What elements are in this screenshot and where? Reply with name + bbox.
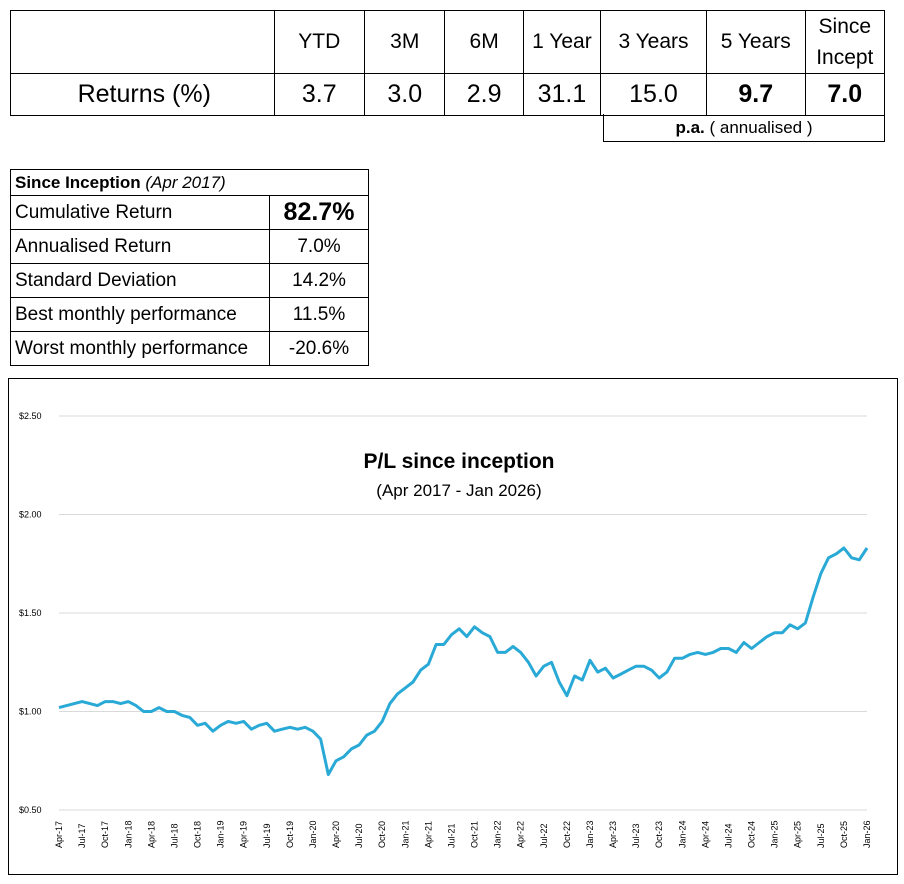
return-value: 31.1	[522, 73, 602, 116]
x-tick-label: Jan-26	[862, 820, 872, 848]
stat-row: Worst monthly performance -20.6%	[10, 331, 369, 366]
period-header: YTD	[273, 10, 366, 74]
x-tick-label: Jul-21	[446, 823, 456, 848]
return-value: 2.9	[444, 73, 524, 116]
x-tick-label: Apr-24	[700, 821, 710, 848]
inception-date: (Apr 2017)	[145, 172, 226, 192]
x-tick-label: Jul-17	[77, 823, 87, 848]
period-header: Since Incept	[804, 10, 886, 74]
x-tick-label: Jul-22	[539, 823, 549, 848]
x-tick-label: Apr-25	[793, 821, 803, 848]
x-tick-label: Jul-19	[262, 823, 272, 848]
stat-label: Worst monthly performance	[10, 331, 270, 366]
returns-header-blank	[10, 10, 275, 74]
x-tick-label: Apr-18	[146, 821, 156, 848]
stat-label: Best monthly performance	[10, 297, 270, 332]
x-tick-label: Jan-19	[216, 820, 226, 848]
y-tick-label: $2.50	[19, 411, 42, 421]
x-tick-label: Oct-24	[747, 821, 757, 848]
annualised-label: ( annualised )	[709, 118, 813, 137]
x-tick-label: Jan-24	[677, 820, 687, 848]
x-tick-label: Oct-22	[562, 821, 572, 848]
since-incept-label: Since Incept	[816, 15, 874, 69]
return-value: 15.0	[600, 73, 707, 116]
x-tick-label: Oct-21	[470, 821, 480, 848]
x-tick-label: Apr-22	[516, 821, 526, 848]
stat-label: Cumulative Return	[10, 195, 270, 230]
x-tick-label: Oct-23	[654, 821, 664, 848]
return-value: 7.0	[804, 73, 886, 116]
stat-row: Standard Deviation 14.2%	[10, 263, 369, 298]
period-header: 3 Years	[600, 10, 707, 74]
x-tick-label: Jan-20	[308, 820, 318, 848]
x-tick-label: Apr-23	[608, 821, 618, 848]
stat-row: Best monthly performance 11.5%	[10, 297, 369, 332]
x-tick-label: Apr-20	[331, 821, 341, 848]
pa-label: p.a.	[675, 118, 705, 137]
return-value: 3.0	[364, 73, 446, 116]
returns-values-row: Returns (%) 3.7 3.0 2.9 31.1 15.0 9.7 7.…	[10, 73, 886, 116]
inception-title: Since Inception	[15, 172, 141, 192]
y-tick-label: $1.00	[19, 707, 42, 717]
x-tick-label: Jul-23	[631, 823, 641, 848]
returns-header-row: YTD 3M 6M 1 Year 3 Years 5 Years Since In…	[10, 10, 886, 74]
annualised-note: p.a. ( annualised )	[603, 114, 885, 142]
stat-value: 14.2%	[269, 263, 369, 298]
stat-value: 7.0%	[269, 229, 369, 264]
x-tick-label: Jul-18	[169, 823, 179, 848]
pl-chart-svg: $0.50 $1.00 $1.50 $2.00 $2.50 Apr-17 Jul-17 Oc…	[19, 411, 872, 848]
x-tick-label: Apr-17	[54, 821, 64, 848]
y-tick-label: $0.50	[19, 805, 42, 815]
x-tick-label: Apr-21	[423, 821, 433, 848]
return-value: 9.7	[705, 73, 806, 116]
returns-row-label: Returns (%)	[10, 73, 275, 116]
x-tick-label: Oct-17	[100, 821, 110, 848]
x-tick-label: Jul-20	[354, 823, 364, 848]
y-tick-label: $1.50	[19, 608, 42, 618]
x-tick-label: Jan-23	[585, 820, 595, 848]
x-tick-label: Jan-25	[770, 820, 780, 848]
y-tick-label: $2.00	[19, 510, 42, 520]
pl-chart: $0.50 $1.00 $1.50 $2.00 $2.50 Apr-17 Jul-17 Oc…	[8, 378, 898, 875]
x-tick-label: Jan-22	[493, 820, 503, 848]
period-header: 3M	[364, 10, 446, 74]
stat-row: Annualised Return 7.0%	[10, 229, 369, 264]
chart-title: P/L since inception	[364, 450, 555, 473]
pl-series-line	[58, 546, 869, 776]
stat-row: Cumulative Return 82.7%	[10, 195, 369, 230]
stat-label: Standard Deviation	[10, 263, 270, 298]
inception-title-row: Since Inception (Apr 2017)	[10, 169, 369, 196]
x-tick-label: Jul-25	[816, 823, 826, 848]
x-tick-label: Jul-24	[723, 823, 733, 848]
x-tick-label: Jan-21	[400, 820, 410, 848]
x-tick-label: Oct-18	[193, 821, 203, 848]
period-header: 6M	[444, 10, 524, 74]
x-tick-label: Oct-19	[285, 821, 295, 848]
chart-subtitle: (Apr 2017 - Jan 2026)	[376, 481, 541, 500]
return-value: 3.7	[273, 73, 366, 116]
stat-value: -20.6%	[269, 331, 369, 366]
x-tick-label: Jan-18	[123, 820, 133, 848]
x-tick-label: Oct-25	[839, 821, 849, 848]
period-header: 5 Years	[705, 10, 806, 74]
stat-value: 11.5%	[269, 297, 369, 332]
period-header: 1 Year	[522, 10, 602, 74]
stat-value: 82.7%	[269, 195, 369, 230]
x-tick-label: Oct-20	[377, 821, 387, 848]
returns-table: YTD 3M 6M 1 Year 3 Years 5 Years Since In…	[10, 10, 886, 116]
stat-label: Annualised Return	[10, 229, 270, 264]
x-tick-label: Apr-19	[239, 821, 249, 848]
inception-table: Since Inception (Apr 2017) Cumulative Re…	[10, 169, 369, 366]
